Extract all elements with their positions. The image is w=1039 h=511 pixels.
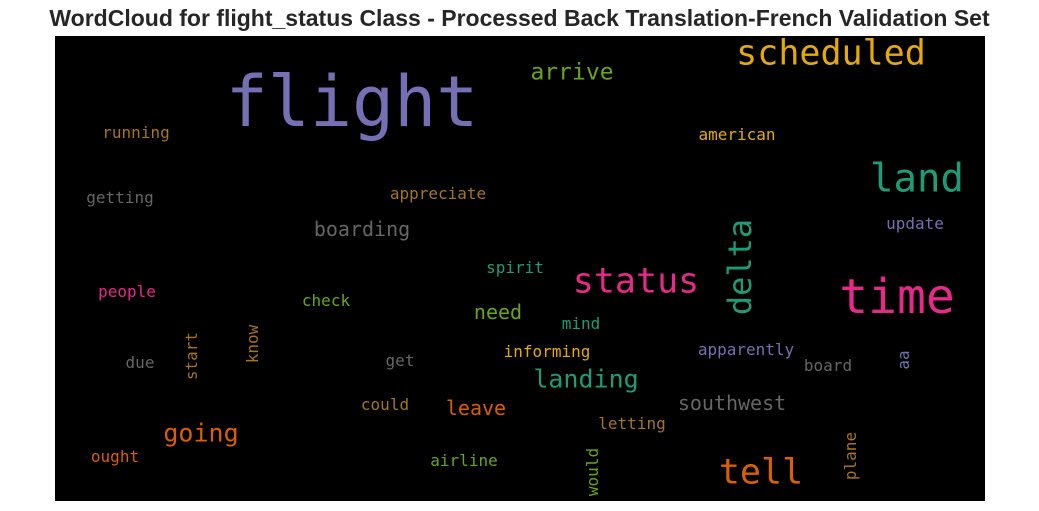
word-would: would (583, 447, 602, 497)
word-check: check (301, 291, 351, 310)
word-mind: mind (561, 314, 601, 333)
word-southwest: southwest (677, 391, 787, 415)
word-cloud: flight scheduled arrive running american land… (55, 36, 985, 501)
word-aa: aa (894, 350, 913, 370)
word-board: board (803, 356, 853, 375)
word-leave: leave (445, 396, 507, 420)
word-time: time (839, 269, 955, 325)
word-landing: landing (533, 364, 639, 394)
word-get: get (385, 351, 415, 370)
word-boarding: boarding (313, 217, 411, 241)
word-going: going (163, 418, 239, 448)
word-delta: delta (721, 218, 759, 316)
word-ought: ought (90, 447, 140, 466)
chart-title: WordCloud for flight_status Class - Proc… (49, 5, 990, 31)
word-need: need (473, 300, 523, 324)
word-could: could (360, 395, 410, 414)
word-letting: letting (598, 414, 666, 433)
word-american: american (698, 125, 776, 144)
word-spirit: spirit (486, 258, 544, 277)
word-status: status (572, 261, 700, 302)
word-start: start (182, 331, 201, 381)
word-informing: informing (503, 342, 591, 361)
word-arrive: arrive (530, 59, 614, 86)
word-people: people (98, 282, 156, 301)
word-scheduled: scheduled (736, 36, 926, 74)
word-tell: tell (718, 452, 804, 493)
word-airline: airline (430, 451, 498, 470)
word-apparently: apparently (697, 340, 795, 359)
word-land: land (870, 156, 964, 202)
word-running: running (102, 123, 170, 142)
word-due: due (125, 353, 155, 372)
word-plane: plane (841, 431, 860, 481)
word-getting: getting (86, 188, 154, 207)
word-update: update (886, 214, 944, 233)
word-flight: flight (225, 61, 479, 143)
word-know: know (243, 324, 262, 364)
word-appreciate: appreciate (389, 184, 487, 203)
